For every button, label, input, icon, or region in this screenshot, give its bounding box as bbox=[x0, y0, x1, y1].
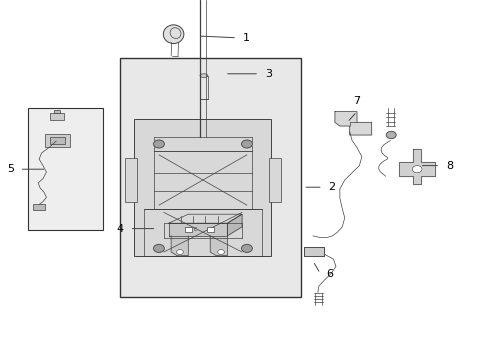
Text: 5: 5 bbox=[7, 164, 14, 174]
Text: 4: 4 bbox=[116, 224, 123, 234]
Circle shape bbox=[176, 249, 183, 255]
Bar bbox=[28, 108, 102, 230]
Polygon shape bbox=[210, 236, 227, 256]
Polygon shape bbox=[334, 112, 371, 135]
FancyBboxPatch shape bbox=[124, 158, 137, 202]
Bar bbox=[50, 113, 63, 120]
Circle shape bbox=[153, 244, 164, 252]
Polygon shape bbox=[168, 214, 242, 223]
Text: 6: 6 bbox=[325, 269, 332, 279]
Text: 8: 8 bbox=[445, 161, 452, 171]
Polygon shape bbox=[168, 223, 227, 236]
Bar bbox=[120, 58, 300, 297]
Bar bbox=[33, 204, 45, 210]
Ellipse shape bbox=[163, 25, 183, 44]
Bar bbox=[304, 247, 323, 256]
Circle shape bbox=[411, 166, 421, 173]
Bar bbox=[45, 134, 70, 147]
Bar bbox=[134, 119, 271, 256]
Circle shape bbox=[386, 131, 395, 139]
Bar bbox=[54, 110, 60, 113]
Ellipse shape bbox=[200, 74, 207, 77]
Text: 2: 2 bbox=[328, 182, 335, 192]
Polygon shape bbox=[398, 149, 434, 184]
Circle shape bbox=[153, 140, 164, 148]
Circle shape bbox=[241, 140, 252, 148]
Polygon shape bbox=[171, 236, 188, 256]
Text: 7: 7 bbox=[353, 96, 360, 106]
Circle shape bbox=[217, 249, 224, 255]
Bar bbox=[50, 137, 65, 144]
Polygon shape bbox=[227, 214, 242, 236]
Bar bbox=[304, 247, 323, 256]
Text: E: E bbox=[194, 227, 197, 232]
FancyBboxPatch shape bbox=[268, 158, 281, 202]
Circle shape bbox=[241, 244, 252, 252]
Text: 3: 3 bbox=[264, 69, 271, 79]
Text: 1: 1 bbox=[243, 33, 249, 43]
